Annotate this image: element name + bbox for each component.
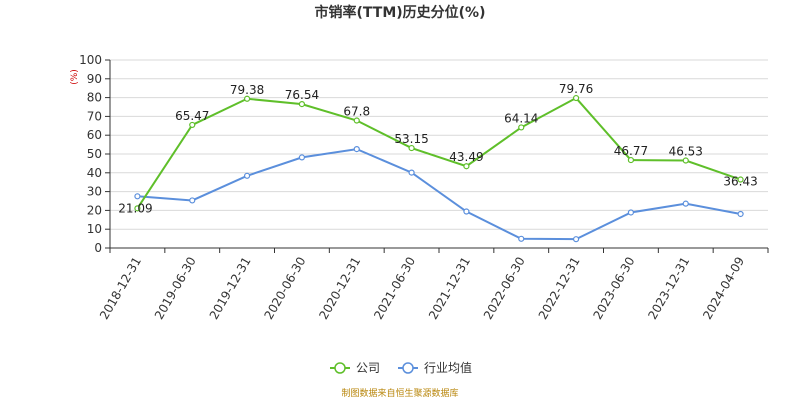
- data-label: 79.38: [230, 83, 264, 97]
- y-tick-label: 50: [87, 147, 102, 161]
- legend-marker: [334, 362, 346, 374]
- data-label: 64.14: [504, 111, 538, 125]
- y-tick-label: 60: [87, 128, 102, 142]
- data-label: 36.43: [723, 175, 757, 189]
- data-point: [572, 236, 580, 243]
- data-label: 21.09: [118, 201, 152, 215]
- x-axis-ticks: 2018-12-31 2019-06-30 2019-12-31 2020-06-30…: [97, 248, 769, 322]
- data-point: [134, 193, 141, 200]
- y-tick-label: 100: [79, 53, 102, 67]
- data-point: [682, 157, 689, 164]
- y-tick-label: 70: [87, 109, 102, 123]
- data-label: 76.54: [285, 88, 319, 102]
- y-tick-label: 20: [87, 203, 102, 217]
- data-point: [298, 101, 306, 108]
- data-point: [134, 205, 141, 212]
- legend-label: 公司: [356, 361, 380, 375]
- data-point: [627, 209, 635, 216]
- data-point: [353, 117, 360, 124]
- data-point: [463, 163, 470, 170]
- data-label: 46.53: [669, 145, 703, 159]
- x-tick-label: 2024-04-09: [700, 255, 747, 322]
- x-tick-label: 2020-12-31: [316, 255, 363, 322]
- data-point: [243, 95, 251, 102]
- y-axis-unit: (%): [70, 69, 80, 85]
- data-point: [737, 176, 744, 183]
- x-tick-label: 2021-06-30: [371, 255, 418, 322]
- data-point: [243, 172, 251, 179]
- data-label: 46.77: [614, 144, 648, 158]
- x-tick-label: 2019-12-31: [207, 254, 254, 321]
- series-line: [137, 148, 741, 241]
- source-note: 制图数据来自恒生聚源数据库: [341, 387, 458, 399]
- x-tick-label: 2020-06-30: [262, 255, 309, 322]
- y-tick-label: 80: [87, 91, 102, 105]
- data-label: 79.76: [559, 82, 593, 96]
- y-tick-label: 30: [87, 185, 102, 199]
- series-line: [136, 96, 741, 209]
- chart-title: 市销率(TTM)历史分位(%): [315, 4, 486, 21]
- data-point: [463, 208, 470, 215]
- legend[interactable]: 公司 行业均值: [330, 360, 472, 375]
- legend-label: 行业均值: [424, 360, 472, 375]
- data-point: [737, 210, 744, 218]
- data-point: [408, 169, 415, 176]
- y-tick-label: 0: [94, 241, 102, 255]
- data-label: 65.47: [175, 109, 209, 123]
- x-tick-label: 2023-12-31: [645, 255, 692, 322]
- data-point: [518, 124, 525, 131]
- x-tick-label: 2023-06-30: [591, 255, 638, 322]
- data-label: 43.49: [449, 150, 483, 164]
- data-point: [408, 144, 415, 152]
- data-point: [518, 235, 525, 242]
- data-point: [189, 121, 196, 129]
- y-tick-label: 40: [87, 166, 102, 180]
- data-point: [189, 197, 196, 204]
- x-tick-label: 2022-12-31: [536, 255, 583, 322]
- data-point: [682, 200, 689, 207]
- data-labels: 21.09 65.47 79.38 76.54 67.8 53.15 43.49 64.14 7…: [118, 82, 758, 215]
- data-point: [572, 94, 580, 102]
- data-point: [298, 154, 306, 161]
- x-tick-label: 2018-12-31: [97, 255, 144, 322]
- x-tick-label: 2019-06-30: [152, 255, 199, 322]
- x-tick-label: 2021-12-31: [426, 254, 473, 321]
- y-tick-label: 10: [87, 222, 102, 236]
- data-label: 53.15: [394, 132, 428, 146]
- legend-marker: [402, 362, 414, 374]
- x-tick-label: 2022-06-30: [481, 255, 528, 322]
- y-tick-label: 90: [87, 72, 102, 86]
- series-lines: [134, 94, 744, 243]
- grid-lines: [110, 59, 768, 230]
- data-label: 67.8: [343, 105, 370, 119]
- data-point: [627, 156, 635, 164]
- data-point: [353, 146, 360, 153]
- y-axis-ticks: 0 10 20 30 40 50 60 70 80 90 100: [79, 53, 110, 255]
